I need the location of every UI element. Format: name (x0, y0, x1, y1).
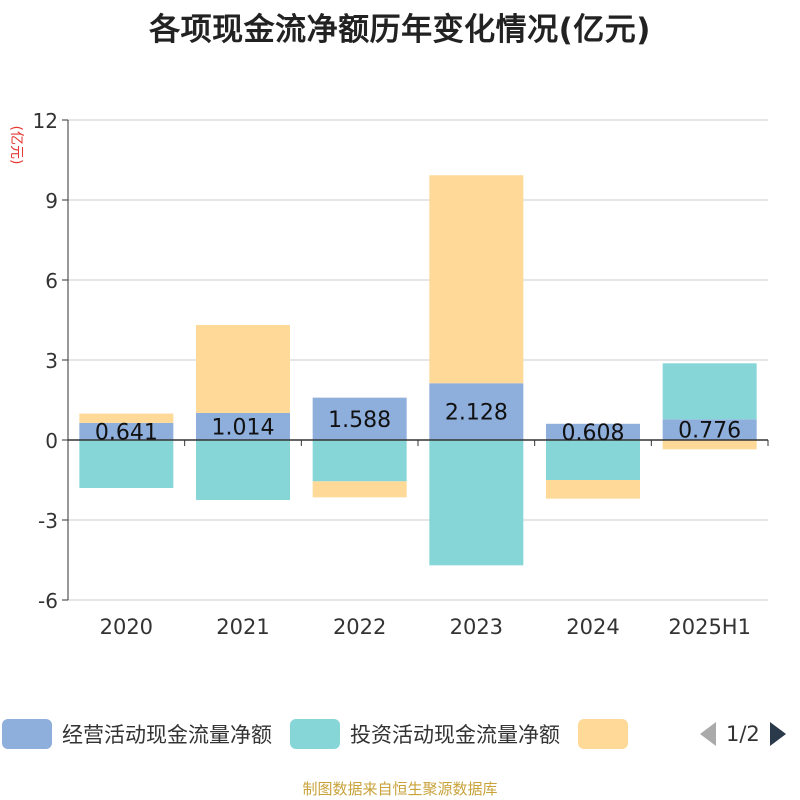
data-label: 0.776 (678, 419, 741, 444)
y-tick-label: 0 (45, 429, 58, 453)
x-tick-label: 2020 (100, 615, 153, 639)
legend-swatch-operating (2, 719, 52, 749)
bar-series1-2021 (196, 412, 290, 440)
bar-series3-2021 (196, 324, 290, 413)
legend-swatch-investing (290, 719, 340, 749)
y-tick-label: 9 (45, 189, 58, 213)
bar-series3-2020 (79, 413, 174, 423)
x-tick-label: 2022 (333, 615, 386, 639)
bar-series2-2024 (546, 440, 640, 480)
bar-series3-2024 (546, 480, 640, 499)
x-tick-label: 2024 (566, 615, 619, 639)
y-tick-label: 6 (45, 269, 58, 293)
data-label: 2.128 (445, 401, 508, 426)
bar-series1-2024 (546, 423, 640, 440)
bar-series1-2025H1 (662, 419, 757, 440)
bar-series2-2023 (429, 440, 524, 566)
data-label: 1.588 (328, 408, 391, 433)
data-label: 1.014 (212, 415, 275, 440)
bar-series1-2022 (312, 397, 407, 440)
bar-series2-2021 (196, 440, 290, 500)
legend-swatch-financing (578, 719, 628, 749)
y-tick-label: -3 (38, 509, 58, 533)
bar-chart: -6 -3 0 3 6 9 12 2020 2021 2022 2023 2024 2025H1 0.64… (33, 109, 769, 639)
bar-series1-2023 (429, 383, 524, 440)
x-tick-label: 2021 (216, 615, 269, 639)
legend-prev-arrow-icon[interactable] (700, 722, 716, 746)
y-tick-label: 12 (33, 109, 58, 133)
bar-series2-2022 (312, 440, 407, 482)
bar-series3-2022 (312, 481, 407, 498)
y-tick-label: 3 (45, 349, 58, 373)
data-label: 0.641 (95, 420, 158, 445)
legend: 经营活动现金流量净额 投资活动现金流量净额 1/2 (0, 716, 786, 752)
x-tick-label: 2023 (450, 615, 503, 639)
x-tick-label: 2025H1 (668, 615, 751, 639)
chart-title: 各项现金流净额历年变化情况(亿元) (149, 12, 651, 48)
bar-series1-2020 (79, 422, 174, 440)
bar-series3-2023 (429, 175, 524, 384)
y-tick-label: -6 (38, 589, 58, 613)
legend-page-number: 1/2 (726, 722, 760, 746)
bar-series2-2020 (79, 440, 174, 488)
legend-next-arrow-icon[interactable] (769, 722, 786, 746)
legend-label-investing: 投资活动现金流量净额 (350, 723, 560, 747)
bar-series3-2025H1 (662, 440, 757, 450)
legend-item-investing[interactable]: 投资活动现金流量净额 (290, 719, 560, 749)
legend-item-financing[interactable] (578, 719, 638, 749)
data-label: 0.608 (562, 421, 625, 446)
bar-series2-2025H1 (662, 363, 757, 420)
legend-label-operating: 经营活动现金流量净额 (62, 723, 272, 747)
data-source: 制图数据来自恒生聚源数据库 (302, 780, 498, 798)
legend-item-operating[interactable]: 经营活动现金流量净额 (2, 719, 272, 749)
legend-pager: 1/2 (700, 716, 786, 752)
